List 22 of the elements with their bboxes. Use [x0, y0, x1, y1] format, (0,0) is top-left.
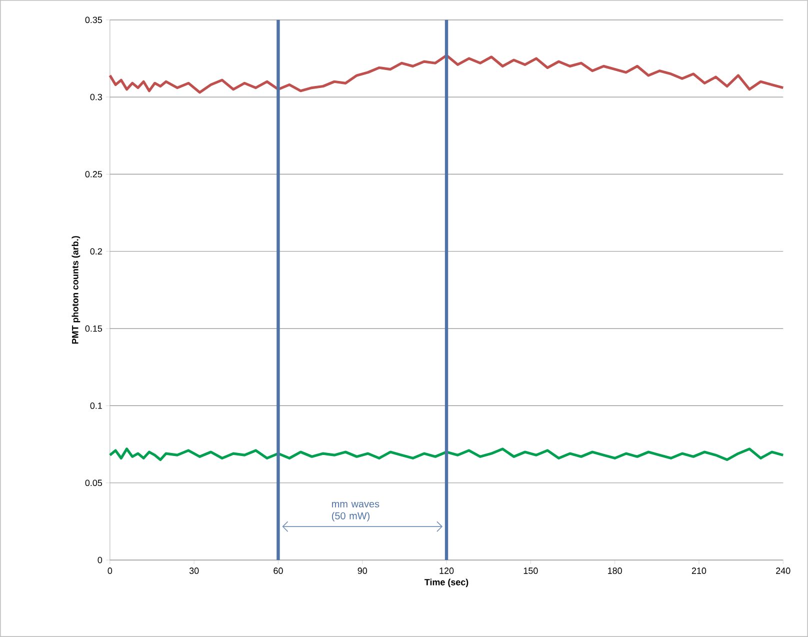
- x-axis-title: Time (sec): [424, 578, 468, 588]
- line-series: [108, 54, 784, 94]
- y-tick-label: 0.05: [85, 480, 102, 486]
- y-tick-label: 0: [98, 556, 102, 564]
- y-tick-label: 0.15: [85, 325, 102, 332]
- x-tick-label: 180: [608, 568, 622, 574]
- y-tick-label: 0.35: [85, 16, 102, 24]
- y-tick-label: 0.3: [90, 94, 102, 100]
- x-tick-label: 0: [108, 568, 112, 574]
- x-tick-label: 120: [440, 568, 454, 574]
- x-tick-label: 150: [524, 568, 538, 574]
- y-tick-label: 0.25: [85, 171, 102, 178]
- annotation: mm waves (50 mW): [332, 502, 380, 522]
- y-axis-title: PMT photon counts (arb.): [72, 236, 80, 344]
- x-tick-label: 60: [274, 568, 283, 574]
- x-tick-label: 240: [776, 568, 790, 574]
- x-tick-label: 90: [358, 568, 368, 574]
- y-tick-label: 0.1: [90, 402, 102, 409]
- y-tick-label: 0.2: [90, 248, 102, 255]
- x-tick-label: 30: [189, 568, 199, 574]
- x-tick-label: 210: [692, 568, 706, 574]
- line-series: [108, 448, 784, 462]
